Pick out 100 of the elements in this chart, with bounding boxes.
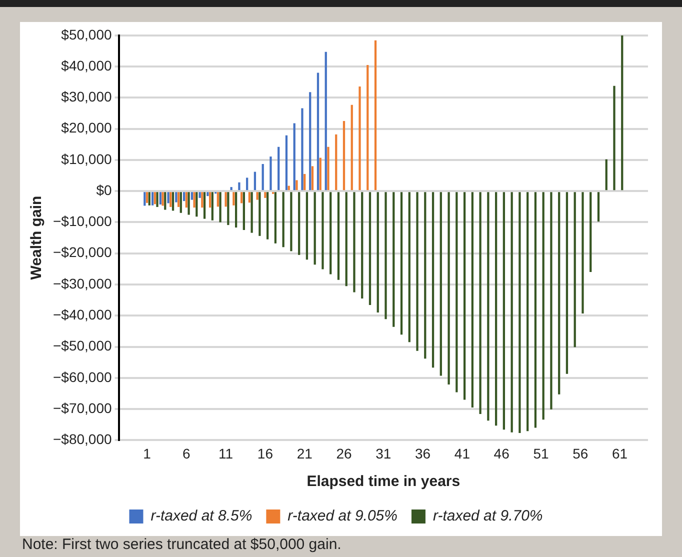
bar <box>188 192 190 215</box>
bar <box>416 192 418 351</box>
bar <box>211 192 214 220</box>
bar <box>151 192 154 206</box>
y-tick-label: −$40,000 <box>52 306 112 323</box>
bar <box>301 108 304 190</box>
bar <box>368 192 372 306</box>
bar <box>314 192 316 265</box>
bar <box>400 192 403 335</box>
y-tick-label: $40,000 <box>61 57 112 74</box>
bar <box>322 192 324 270</box>
bar <box>590 192 592 272</box>
bar <box>240 192 243 204</box>
bar <box>159 192 162 204</box>
bar <box>324 52 327 190</box>
bar <box>216 192 219 207</box>
bar <box>376 192 379 313</box>
bar <box>185 192 188 208</box>
bar <box>242 192 245 230</box>
x-tick-label: 31 <box>376 445 392 462</box>
bar <box>177 192 180 207</box>
bar <box>274 192 277 244</box>
x-tick-label: 61 <box>612 445 628 462</box>
bar <box>224 192 227 207</box>
bar <box>440 192 442 376</box>
bar <box>293 123 296 190</box>
bar <box>270 156 272 190</box>
bar <box>448 192 450 384</box>
bar <box>479 192 482 414</box>
bar <box>198 192 201 198</box>
x-tick-label: 46 <box>494 445 510 462</box>
bar <box>384 192 387 320</box>
legend-label: r-taxed at 9.05% <box>288 508 398 525</box>
bar <box>311 166 314 190</box>
x-tick-label: 1 <box>143 445 152 462</box>
bar <box>558 192 560 394</box>
bar <box>408 192 410 342</box>
bar <box>206 192 209 196</box>
bar <box>144 192 146 206</box>
bar <box>550 192 552 410</box>
bar <box>201 192 204 208</box>
x-tick-label: 26 <box>336 445 352 462</box>
bar <box>392 192 395 327</box>
bar <box>266 192 269 240</box>
bar <box>175 192 178 202</box>
bar <box>208 192 212 208</box>
bar <box>156 192 158 207</box>
bar <box>366 64 369 190</box>
bar <box>296 180 298 190</box>
bar <box>495 192 498 426</box>
bar <box>278 146 280 190</box>
bar <box>605 159 608 190</box>
x-tick-label: 41 <box>454 445 470 462</box>
bar <box>487 192 490 421</box>
bar <box>246 178 248 190</box>
x-tick-label: 21 <box>296 445 313 462</box>
y-tick-label: $50,000 <box>61 26 112 42</box>
bar <box>146 192 148 203</box>
bar <box>316 72 320 190</box>
bar <box>285 135 288 190</box>
bar <box>290 192 292 252</box>
bar <box>456 192 458 392</box>
bar <box>230 187 232 190</box>
y-tick-label: −$30,000 <box>52 275 112 292</box>
x-axis-title: Elapsed time in years <box>306 473 460 490</box>
bar <box>597 192 600 222</box>
bar <box>342 121 346 190</box>
bar <box>337 192 340 280</box>
bar <box>361 192 364 299</box>
bar <box>471 192 474 408</box>
bar <box>256 192 258 200</box>
bar <box>282 192 284 248</box>
bar <box>227 192 230 226</box>
bar <box>248 192 251 203</box>
bar <box>170 192 172 207</box>
y-tick-label: $20,000 <box>61 120 112 136</box>
bar <box>182 192 186 202</box>
bar <box>232 192 235 206</box>
x-tick-label: 6 <box>182 445 191 462</box>
bar <box>518 192 521 434</box>
bar <box>298 192 300 255</box>
legend-label: r-taxed at 9.70% <box>432 508 543 525</box>
bar <box>304 174 306 190</box>
bar <box>254 172 256 190</box>
bar <box>613 86 616 190</box>
bar <box>262 164 264 190</box>
x-tick-label: 56 <box>572 445 588 462</box>
bar <box>258 192 261 236</box>
bar <box>350 104 353 190</box>
bar <box>353 192 356 292</box>
y-tick-label: −$50,000 <box>52 338 112 354</box>
bar <box>180 192 182 213</box>
bar <box>345 192 348 286</box>
bar <box>190 192 193 200</box>
x-tick-label: 36 <box>415 445 431 462</box>
bar <box>238 182 240 190</box>
bar <box>327 146 330 190</box>
bar <box>154 192 156 204</box>
y-tick-label: $10,000 <box>61 150 112 167</box>
bar <box>534 192 537 428</box>
